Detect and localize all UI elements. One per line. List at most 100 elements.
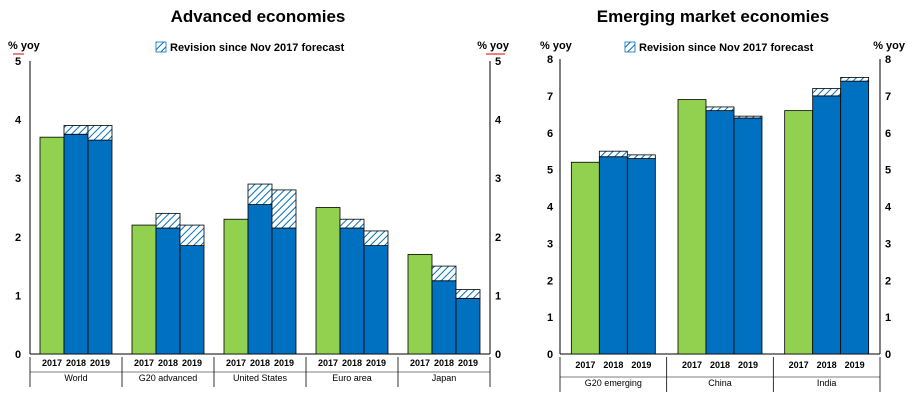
right-legend-swatch bbox=[624, 41, 636, 53]
right-bar-india-2017 bbox=[784, 110, 814, 355]
right-y-tick-left: 5 bbox=[547, 165, 553, 177]
left-group-label: Euro area bbox=[332, 373, 372, 383]
right-revision-g20-emerging-2018 bbox=[598, 150, 628, 158]
left-revision-japan-2018 bbox=[431, 265, 457, 282]
left-group-label: World bbox=[64, 373, 87, 383]
right-chart-title: Emerging market economies bbox=[597, 7, 829, 26]
right-bar-india-2019 bbox=[840, 80, 870, 355]
right-year-label: 2018 bbox=[817, 360, 837, 370]
left-legend-label: Revision since Nov 2017 forecast bbox=[170, 42, 345, 54]
left-y-tick-right: 5 bbox=[495, 56, 501, 68]
right-y-tick-left: 7 bbox=[547, 91, 553, 103]
left-y-tick-right: 3 bbox=[495, 173, 501, 185]
left-bar-japan-2017 bbox=[407, 253, 433, 355]
left-y-tick-left: 0 bbox=[15, 349, 21, 361]
right-group-label: China bbox=[708, 378, 732, 388]
right-y-tick-left: 1 bbox=[547, 312, 553, 324]
left-y-tick-left: 4 bbox=[15, 115, 22, 127]
left-year-label: 2019 bbox=[182, 358, 202, 368]
left-bar-euro-area-2018 bbox=[339, 227, 365, 355]
right-y-tick-right: 5 bbox=[885, 165, 891, 177]
left-y-tick-left: 5 bbox=[15, 56, 21, 68]
right-y-tick-right: 4 bbox=[885, 202, 892, 214]
right-bar-india-2018 bbox=[812, 95, 842, 355]
right-year-label: 2017 bbox=[682, 360, 702, 370]
left-year-label: 2017 bbox=[134, 358, 154, 368]
left-y-tick-left: 2 bbox=[15, 232, 21, 244]
right-plot-area: 0 0 1 1 2 2 3 3 4 4 5 5 6 6 7 7 8 8 2017 2018 2019 G20 emergi… bbox=[547, 54, 892, 392]
left-revision-united-states-2019 bbox=[271, 189, 297, 229]
left-y-tick-right: 2 bbox=[495, 232, 501, 244]
left-group-label: Japan bbox=[432, 373, 457, 383]
left-year-label: 2019 bbox=[90, 358, 110, 368]
left-chart-title: Advanced economies bbox=[171, 7, 346, 26]
right-y-tick-right: 0 bbox=[885, 349, 891, 361]
right-revision-china-2019 bbox=[733, 115, 763, 119]
right-y-tick-left: 2 bbox=[547, 275, 553, 287]
left-bar-g20-advanced-2019 bbox=[179, 245, 205, 355]
left-bar-world-2018 bbox=[63, 133, 89, 355]
right-revision-india-2019 bbox=[840, 77, 870, 82]
right-y-tick-right: 2 bbox=[885, 275, 891, 287]
left-year-label: 2019 bbox=[274, 358, 294, 368]
left-y-tick-left: 3 bbox=[15, 173, 21, 185]
right-y-tick-right: 8 bbox=[885, 54, 891, 66]
left-year-label: 2017 bbox=[318, 358, 338, 368]
left-y-tick-right: 4 bbox=[495, 115, 502, 127]
left-legend-swatch bbox=[155, 41, 167, 53]
left-bar-euro-area-2019 bbox=[363, 245, 389, 355]
right-bar-china-2017 bbox=[677, 99, 707, 355]
right-year-label: 2018 bbox=[603, 360, 623, 370]
right-year-label: 2017 bbox=[575, 360, 595, 370]
left-bar-g20-advanced-2018 bbox=[155, 227, 181, 355]
left-year-label: 2018 bbox=[158, 358, 178, 368]
left-bar-japan-2018 bbox=[431, 280, 457, 355]
left-year-label: 2018 bbox=[342, 358, 362, 368]
right-revision-china-2018 bbox=[705, 106, 735, 112]
right-year-label: 2019 bbox=[738, 360, 758, 370]
right-y-tick-left: 4 bbox=[547, 202, 554, 214]
left-year-label: 2017 bbox=[410, 358, 430, 368]
right-group-label: G20 emerging bbox=[585, 378, 642, 388]
right-y-tick-right: 3 bbox=[885, 238, 891, 250]
advanced-economies-panel: Advanced economies % yoy % yoy Revision … bbox=[8, 7, 510, 387]
right-y-tick-left: 3 bbox=[547, 238, 553, 250]
left-revision-euro-area-2019 bbox=[363, 230, 389, 246]
left-bar-japan-2019 bbox=[455, 297, 481, 355]
left-revision-euro-area-2018 bbox=[339, 218, 365, 229]
left-year-label: 2019 bbox=[366, 358, 386, 368]
left-year-label: 2017 bbox=[42, 358, 62, 368]
left-revision-g20-advanced-2018 bbox=[155, 212, 181, 229]
left-revision-g20-advanced-2019 bbox=[179, 224, 205, 246]
left-year-label: 2018 bbox=[434, 358, 454, 368]
left-y-axis-label-right: % yoy bbox=[477, 40, 510, 52]
right-legend-label: Revision since Nov 2017 forecast bbox=[639, 42, 814, 54]
left-bar-euro-area-2017 bbox=[315, 207, 341, 355]
right-y-tick-right: 6 bbox=[885, 128, 891, 140]
left-year-label: 2018 bbox=[250, 358, 270, 368]
right-y-axis-label: % yoy bbox=[540, 40, 573, 52]
right-year-label: 2018 bbox=[710, 360, 730, 370]
left-year-label: 2019 bbox=[458, 358, 478, 368]
right-y-tick-right: 1 bbox=[885, 312, 891, 324]
right-y-axis-label-right: % yoy bbox=[873, 40, 906, 52]
left-y-axis-label: % yoy bbox=[8, 40, 41, 52]
left-bar-united-states-2018 bbox=[247, 204, 273, 355]
right-y-tick-left: 6 bbox=[547, 128, 553, 140]
right-year-label: 2017 bbox=[789, 360, 809, 370]
right-year-label: 2019 bbox=[631, 360, 651, 370]
right-bar-china-2018 bbox=[705, 110, 735, 355]
left-bar-world-2019 bbox=[87, 139, 113, 355]
left-y-tick-left: 1 bbox=[15, 290, 21, 302]
left-revision-japan-2019 bbox=[455, 289, 481, 299]
left-revision-world-2018 bbox=[63, 125, 89, 135]
right-revision-g20-emerging-2019 bbox=[626, 154, 656, 159]
right-revision-india-2018 bbox=[812, 88, 842, 97]
left-bar-g20-advanced-2017 bbox=[131, 224, 157, 355]
left-year-label: 2017 bbox=[226, 358, 246, 368]
right-group-label: India bbox=[817, 378, 837, 388]
right-y-tick-right: 7 bbox=[885, 91, 891, 103]
left-revision-world-2019 bbox=[87, 125, 113, 141]
